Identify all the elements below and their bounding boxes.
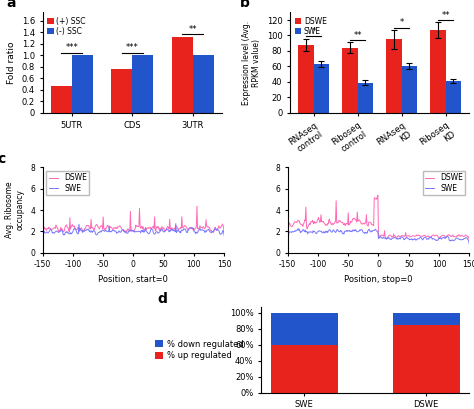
SWE <box>173 221 179 226</box>
Text: a: a <box>7 0 16 10</box>
Legend: % down regulated, % up regulated: % down regulated, % up regulated <box>152 336 246 364</box>
SWE <box>40 238 46 243</box>
SWE <box>119 228 125 233</box>
DSWE <box>113 225 118 229</box>
Bar <box>401 66 417 113</box>
SWE <box>295 226 301 231</box>
Text: ***: *** <box>65 43 78 52</box>
DSWE <box>438 234 444 239</box>
Text: **: ** <box>441 11 450 20</box>
Legend: DSWE, SWE: DSWE, SWE <box>294 16 328 37</box>
DSWE <box>221 231 227 236</box>
Line: SWE: SWE <box>43 224 224 240</box>
X-axis label: Position, start=0: Position, start=0 <box>99 275 168 284</box>
Line: SWE: SWE <box>288 229 469 244</box>
DSWE <box>375 193 381 198</box>
Text: *: * <box>311 27 316 36</box>
SWE <box>285 240 291 245</box>
SWE <box>209 230 214 235</box>
Legend: DSWE, SWE: DSWE, SWE <box>46 171 89 195</box>
Text: b: b <box>240 0 250 10</box>
SWE <box>164 227 170 231</box>
DSWE <box>194 204 200 209</box>
Bar <box>446 81 461 113</box>
Bar <box>392 326 460 393</box>
SWE <box>438 237 444 242</box>
SWE <box>183 229 189 234</box>
Bar <box>132 55 154 113</box>
Text: d: d <box>157 292 167 306</box>
DSWE <box>466 237 472 242</box>
DSWE <box>285 235 291 240</box>
DSWE <box>358 220 364 225</box>
DSWE <box>454 234 459 239</box>
Bar <box>298 45 314 113</box>
SWE <box>221 234 227 238</box>
Bar <box>192 55 214 113</box>
Bar <box>172 37 192 113</box>
Bar <box>72 55 93 113</box>
Line: DSWE: DSWE <box>288 196 469 240</box>
DSWE <box>40 237 46 242</box>
SWE <box>193 230 199 235</box>
Line: DSWE: DSWE <box>43 206 224 239</box>
Legend: (+) SSC, (-) SSC: (+) SSC, (-) SSC <box>46 16 87 37</box>
DSWE <box>364 222 370 227</box>
Bar <box>357 83 373 113</box>
Bar <box>271 313 338 345</box>
Bar <box>342 48 357 113</box>
Text: *: * <box>400 18 404 27</box>
DSWE <box>410 233 415 238</box>
X-axis label: Position, stop=0: Position, stop=0 <box>344 275 413 284</box>
SWE <box>410 238 415 243</box>
Y-axis label: Expression level (Avg.
RPKM value): Expression level (Avg. RPKM value) <box>242 20 261 105</box>
SWE <box>113 229 118 234</box>
Text: **: ** <box>188 25 197 34</box>
Legend: DSWE, SWE: DSWE, SWE <box>423 171 465 195</box>
Text: c: c <box>0 152 6 166</box>
SWE <box>428 234 434 239</box>
Text: **: ** <box>354 31 362 40</box>
Bar <box>430 30 446 113</box>
SWE <box>365 229 371 234</box>
DSWE <box>119 227 125 232</box>
Text: ***: *** <box>126 43 139 52</box>
Y-axis label: Fold ratio: Fold ratio <box>7 41 16 84</box>
Bar <box>111 69 132 113</box>
DSWE <box>209 228 214 233</box>
SWE <box>454 236 459 240</box>
Bar <box>392 313 460 326</box>
DSWE <box>164 226 170 231</box>
DSWE <box>182 223 188 228</box>
DSWE <box>193 226 199 231</box>
SWE <box>359 227 365 232</box>
SWE <box>466 242 472 247</box>
Bar <box>51 86 72 113</box>
Bar <box>386 39 401 113</box>
Y-axis label: Avg. Ribosome
occupancy: Avg. Ribosome occupancy <box>5 182 25 238</box>
DSWE <box>428 235 434 240</box>
Bar <box>271 345 338 393</box>
Bar <box>314 64 329 113</box>
